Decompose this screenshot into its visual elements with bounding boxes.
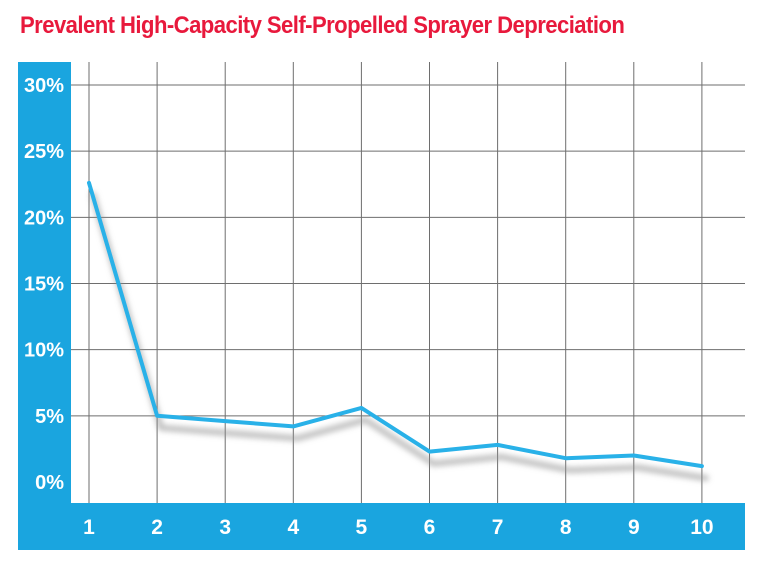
x-tick-label: 1 [83,516,95,539]
x-tick-label: 10 [690,516,713,539]
x-axis-band [18,503,745,550]
y-tick-label: 5% [35,406,64,428]
x-tick-label: 6 [424,516,436,539]
x-tick-label: 2 [151,516,163,539]
x-axis-ticks: 1 2 3 4 5 6 7 8 9 10 [83,516,713,539]
series-line-shadow [90,191,709,482]
x-tick-label: 5 [356,516,368,539]
y-tick-label: 30% [24,75,64,97]
x-tick-label: 9 [628,516,640,539]
y-tick-label: 15% [24,274,64,296]
x-tick-label: 7 [492,516,504,539]
x-tick-label: 4 [287,516,299,539]
series-layer [87,180,709,482]
y-tick-label: 10% [24,340,64,362]
x-tick-label: 8 [560,516,572,539]
y-axis-band [18,62,71,550]
series-line [87,180,704,469]
chart-title: Prevalent High-Capacity Self-Propelled S… [20,12,625,39]
y-tick-label: 0% [35,472,64,494]
grid-lines [71,62,745,503]
y-tick-label: 20% [24,207,64,229]
y-tick-label: 25% [24,141,64,163]
x-tick-label: 3 [219,516,231,539]
y-axis-ticks: 0% 5% 10% 15% 20% 25% 30% [24,75,64,494]
